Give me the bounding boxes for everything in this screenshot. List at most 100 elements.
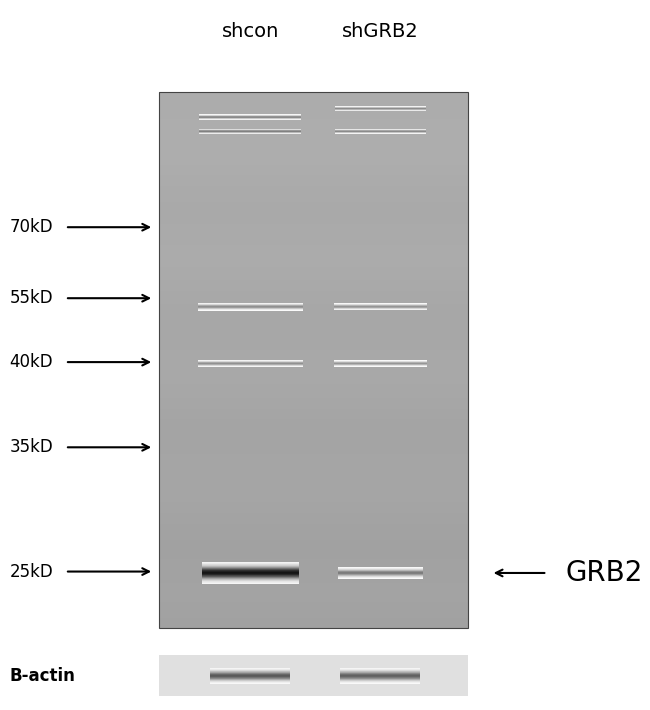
- Bar: [159, 194, 468, 197]
- Bar: [159, 390, 468, 393]
- Bar: [159, 189, 468, 192]
- Text: B-actin: B-actin: [10, 667, 75, 685]
- Bar: [159, 216, 468, 218]
- Bar: [159, 366, 468, 368]
- Bar: [159, 655, 468, 696]
- Bar: [159, 127, 468, 130]
- Bar: [159, 449, 468, 452]
- Bar: [159, 371, 468, 373]
- Bar: [159, 251, 468, 253]
- Bar: [159, 315, 468, 317]
- Bar: [159, 337, 468, 339]
- Bar: [159, 342, 468, 344]
- Bar: [159, 594, 468, 596]
- Bar: [159, 610, 468, 612]
- Bar: [159, 542, 468, 545]
- Bar: [159, 465, 468, 468]
- Bar: [159, 604, 468, 607]
- Bar: [159, 277, 468, 280]
- Bar: [159, 599, 468, 601]
- Bar: [159, 92, 468, 95]
- Bar: [159, 368, 468, 371]
- Bar: [159, 586, 468, 588]
- Bar: [159, 103, 468, 106]
- Bar: [159, 497, 468, 500]
- Bar: [159, 168, 468, 170]
- Bar: [159, 452, 468, 454]
- Bar: [159, 162, 468, 165]
- Bar: [159, 242, 468, 245]
- Bar: [159, 146, 468, 148]
- Bar: [159, 435, 468, 438]
- Bar: [159, 114, 468, 116]
- Bar: [159, 181, 468, 183]
- Bar: [159, 468, 468, 470]
- Text: 55kD: 55kD: [10, 289, 53, 307]
- Bar: [159, 545, 468, 548]
- Bar: [159, 438, 468, 441]
- Bar: [159, 398, 468, 400]
- Bar: [159, 331, 468, 334]
- Bar: [159, 92, 468, 628]
- Bar: [159, 411, 468, 414]
- Bar: [159, 529, 468, 532]
- Bar: [159, 470, 468, 473]
- Bar: [159, 430, 468, 432]
- Bar: [159, 122, 468, 124]
- Bar: [159, 197, 468, 200]
- Bar: [159, 148, 468, 151]
- Bar: [159, 494, 468, 497]
- Bar: [159, 473, 468, 476]
- Bar: [159, 406, 468, 408]
- Bar: [159, 505, 468, 508]
- Bar: [159, 200, 468, 202]
- Bar: [159, 116, 468, 119]
- Bar: [159, 349, 468, 352]
- Bar: [159, 400, 468, 403]
- Bar: [159, 339, 468, 342]
- Bar: [159, 296, 468, 299]
- Bar: [159, 109, 468, 111]
- Bar: [159, 275, 468, 277]
- Bar: [159, 551, 468, 553]
- Bar: [159, 521, 468, 524]
- Bar: [159, 111, 468, 114]
- Bar: [159, 175, 468, 178]
- Bar: [159, 572, 468, 575]
- Bar: [159, 237, 468, 240]
- Bar: [159, 462, 468, 465]
- Bar: [159, 328, 468, 331]
- Bar: [159, 226, 468, 229]
- Bar: [159, 304, 468, 307]
- Bar: [159, 183, 468, 186]
- Bar: [159, 503, 468, 505]
- Bar: [159, 562, 468, 564]
- Bar: [159, 567, 468, 569]
- Bar: [159, 334, 468, 337]
- Bar: [159, 553, 468, 556]
- Bar: [159, 317, 468, 320]
- Bar: [159, 213, 468, 216]
- Bar: [159, 299, 468, 301]
- Bar: [159, 165, 468, 168]
- Bar: [159, 395, 468, 398]
- Bar: [159, 524, 468, 527]
- Bar: [159, 133, 468, 135]
- Bar: [159, 320, 468, 323]
- Bar: [159, 312, 468, 315]
- Bar: [159, 577, 468, 580]
- Bar: [159, 264, 468, 266]
- Bar: [159, 170, 468, 173]
- Bar: [159, 98, 468, 100]
- Bar: [159, 301, 468, 304]
- Bar: [159, 325, 468, 328]
- Bar: [159, 379, 468, 382]
- Bar: [159, 234, 468, 237]
- Text: GRB2: GRB2: [566, 559, 643, 587]
- Bar: [159, 559, 468, 562]
- Bar: [159, 100, 468, 103]
- Bar: [159, 159, 468, 162]
- Bar: [159, 231, 468, 234]
- Bar: [159, 352, 468, 355]
- Bar: [159, 612, 468, 615]
